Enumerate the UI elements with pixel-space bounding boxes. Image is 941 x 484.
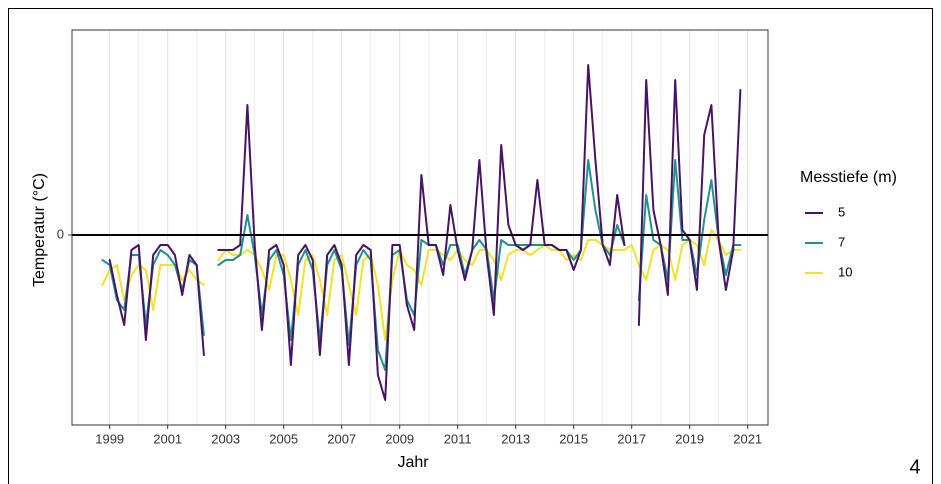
x-tick-label: 2005 [269,431,298,446]
x-tick-label: 2017 [617,431,646,446]
legend-label: 7 [838,234,845,249]
x-tick-label: 2003 [211,431,240,446]
legend-label: 5 [838,204,845,219]
legend-title: Messtiefe (m) [800,169,897,186]
x-tick-label: 2007 [327,431,356,446]
x-tick-label: 2015 [559,431,588,446]
x-tick-label: 2009 [385,431,414,446]
x-tick-label: 2011 [444,431,472,446]
y-axis-title: Temperatur (°C) [31,173,48,287]
x-tick-label: 2001 [153,431,182,446]
x-tick-label: 1999 [95,431,124,446]
legend-label: 10 [838,264,852,279]
x-tick-label: 2013 [501,431,530,446]
x-tick-label: 2019 [675,431,704,446]
page-frame [8,8,933,484]
panel-border [71,29,769,426]
series-line [108,64,742,401]
x-axis-title: Jahr [397,454,429,471]
x-tick-label: 2021 [733,431,762,446]
y-tick-label: 0 [57,226,64,241]
page-number: 4 [909,456,920,478]
